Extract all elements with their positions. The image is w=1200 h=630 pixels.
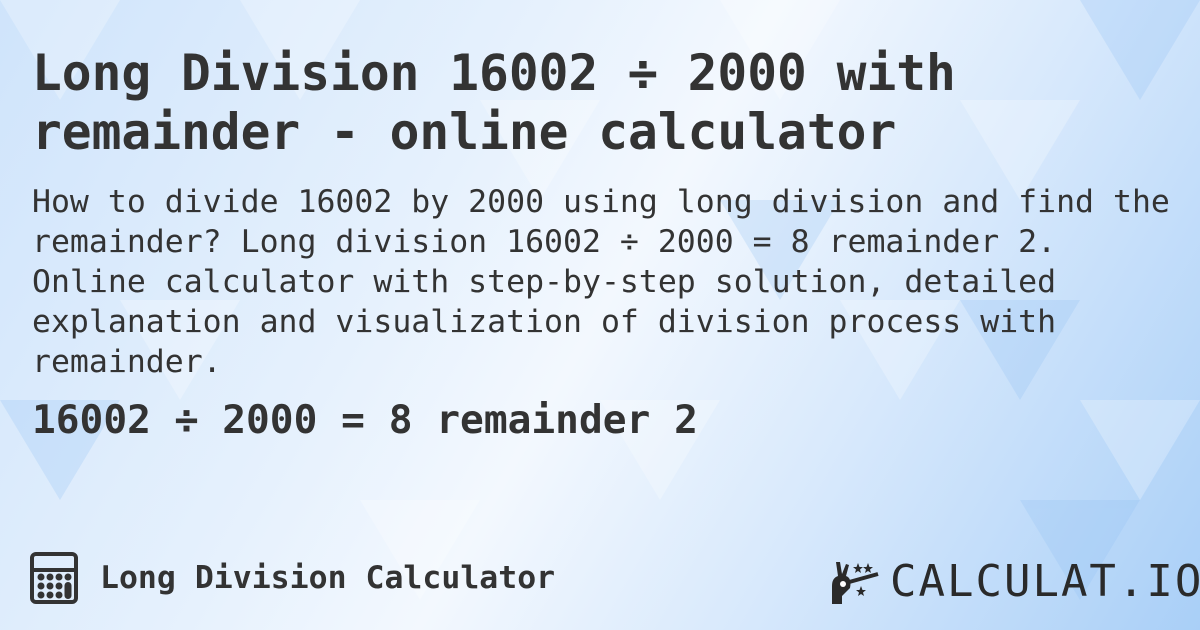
description: How to divide 16002 by 2000 using long d… [32, 184, 1170, 380]
page-title: Long Division 16002 ÷ 2000 with remainde… [32, 44, 956, 161]
calculat-io-logo[interactable]: CALCULAT.IO [828, 556, 1200, 607]
logo-text: CALCULAT.IO [890, 556, 1200, 607]
footer-calculator-label: Long Division Calculator [100, 560, 556, 596]
result-equation: 16002 ÷ 2000 = 8 remainder 2 [32, 397, 698, 443]
calculator-icon [30, 552, 78, 604]
magic-hand-wand-icon [832, 561, 879, 604]
